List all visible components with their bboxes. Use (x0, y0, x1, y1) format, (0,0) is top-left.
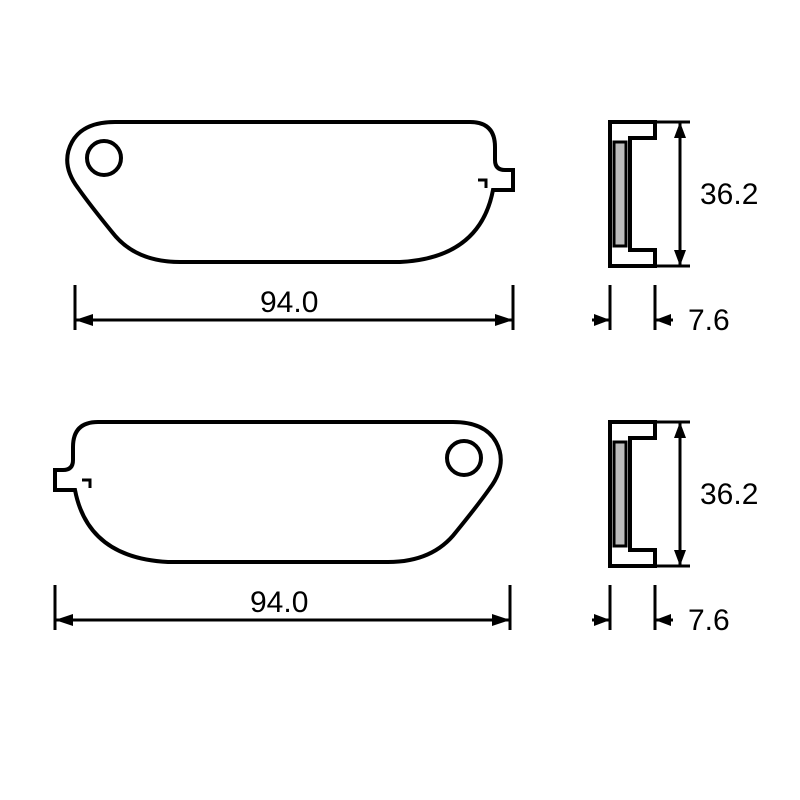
top-dim-thickness-label: 7.6 (688, 304, 730, 337)
bottom-dim-thickness-label: 7.6 (688, 604, 730, 637)
top-pad-front (67, 122, 513, 262)
bottom-dim-height-label: 36.2 (700, 478, 758, 511)
top-dim-thickness (592, 285, 673, 330)
bottom-pad-front (55, 422, 501, 562)
bottom-dim-height (655, 422, 690, 566)
top-dim-height (655, 122, 690, 266)
bottom-pad-hole (447, 441, 481, 475)
bottom-pad-side (610, 422, 655, 566)
top-dim-width-label: 94.0 (260, 286, 318, 319)
bottom-dim-thickness (592, 585, 673, 630)
bottom-dim-width-label: 94.0 (250, 586, 308, 619)
top-pad-side (610, 122, 655, 266)
top-pad-hole (87, 141, 121, 175)
technical-drawing: 36.2 94.0 7.6 36.2 (0, 0, 800, 800)
top-dim-height-label: 36.2 (700, 178, 758, 211)
